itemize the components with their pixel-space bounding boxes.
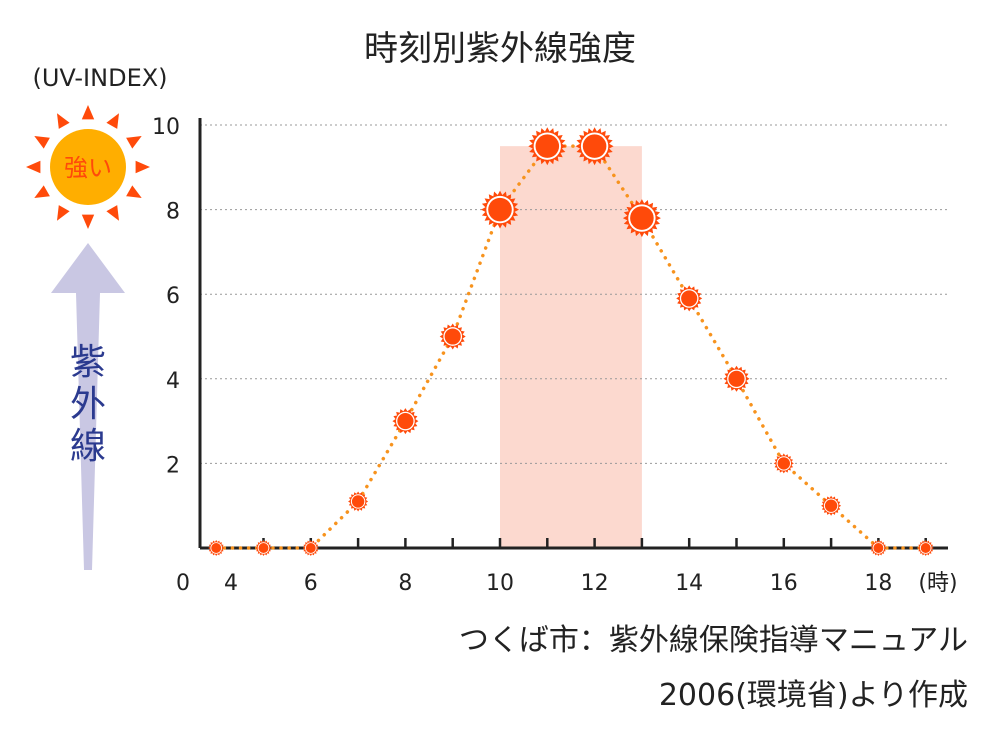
x-tick-label: 12: [581, 571, 609, 596]
sun-ray: [26, 160, 41, 174]
y-axis-label-char: 外: [70, 384, 106, 425]
data-point: [481, 190, 519, 229]
sun-ray: [106, 113, 119, 129]
sun-ray: [34, 136, 50, 149]
data-point: [255, 540, 272, 556]
y-tick-label: 8: [166, 200, 180, 225]
up-arrow-icon: [51, 243, 125, 570]
marker-core: [535, 134, 560, 158]
data-point: [439, 323, 466, 350]
data-point: [723, 365, 750, 392]
sun-ray: [106, 205, 119, 221]
sun-ray: [126, 185, 142, 198]
marker-core: [582, 134, 607, 158]
highlight-band: [500, 146, 642, 548]
data-point: [676, 285, 703, 312]
marker-core: [211, 543, 222, 553]
data-point: [773, 453, 794, 474]
marker-core: [920, 543, 931, 553]
sun-ray: [81, 105, 95, 120]
source-line-2: 2006(環境省)より作成: [659, 678, 968, 713]
marker-core: [728, 370, 745, 387]
data-point: [348, 491, 369, 512]
y-tick-label: 10: [152, 115, 180, 140]
data-point: [622, 199, 661, 238]
marker-core: [397, 413, 414, 430]
x-unit-label: (時): [918, 571, 957, 596]
x-tick-label: 6: [304, 571, 318, 596]
sun-ray: [34, 185, 50, 198]
data-point: [821, 495, 842, 516]
marker-core: [824, 499, 838, 512]
y-axis-label-char: 紫: [70, 342, 106, 383]
x-tick-label: 18: [864, 571, 892, 596]
marker-core: [630, 206, 654, 230]
y-axis-label-char: 線: [70, 426, 106, 467]
x-tick-label: 4: [224, 571, 238, 596]
x-tick-label: 16: [770, 571, 798, 596]
sun-ray: [81, 214, 95, 229]
marker-core: [873, 543, 884, 553]
x-tick-label: 14: [675, 571, 703, 596]
data-point: [870, 540, 887, 556]
sun-label: 強い: [64, 154, 112, 182]
y-tick-label: 4: [166, 369, 180, 394]
data-point: [528, 127, 567, 166]
series-line: [214, 144, 928, 550]
marker-core: [305, 543, 316, 553]
data-point: [302, 540, 319, 556]
sun-ray: [135, 160, 150, 174]
data-point: [917, 540, 934, 556]
marker-core: [351, 495, 365, 508]
sun-icon: [26, 105, 150, 229]
source-line-1: つくば市：紫外線保険指導マニュアル: [459, 623, 968, 658]
y-tick-label: 2: [166, 453, 180, 478]
sun-body: [50, 129, 126, 205]
y-tick-label: 6: [166, 284, 180, 309]
data-point: [208, 540, 225, 556]
sun-ray: [126, 136, 142, 149]
data-point: [575, 127, 614, 166]
marker-core: [681, 290, 698, 307]
chart-title: 時刻別紫外線強度: [364, 29, 636, 69]
marker-core: [488, 197, 512, 222]
marker-core: [444, 328, 461, 345]
sun-ray: [57, 113, 70, 129]
y-unit-label: (UV-INDEX): [32, 64, 167, 92]
x-origin-label: 0: [176, 571, 190, 596]
data-point: [392, 408, 419, 435]
marker-core: [777, 457, 790, 470]
sun-ray: [57, 205, 70, 221]
x-tick-label: 10: [486, 571, 514, 596]
x-tick-label: 8: [398, 571, 412, 596]
marker-core: [258, 543, 269, 553]
